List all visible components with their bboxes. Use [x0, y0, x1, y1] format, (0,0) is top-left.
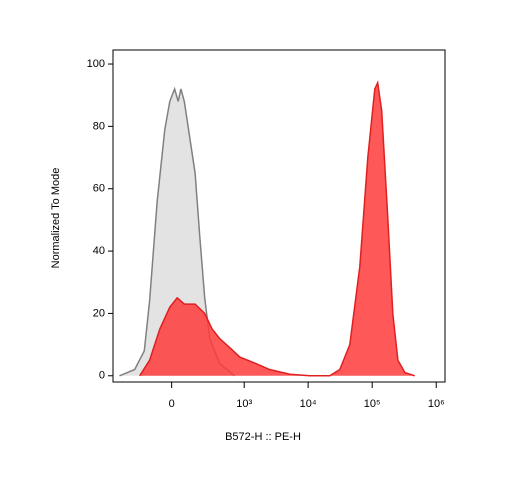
histogram-line — [139, 80, 416, 377]
plot-frame — [112, 49, 446, 383]
histogram-fill — [119, 89, 235, 376]
x-tick-label: 0 — [169, 398, 175, 410]
y-tick-label: 80 — [93, 120, 105, 132]
x-axis-label: B572-H :: PE-H — [225, 431, 301, 443]
y-tick-label: 0 — [99, 370, 105, 382]
y-axis-label: Normalized To Mode — [50, 168, 62, 269]
x-tick-label: 10⁴ — [300, 398, 317, 410]
y-tick-label: 20 — [93, 307, 105, 319]
y-tick-label: 100 — [87, 58, 105, 70]
x-tick-label: 10⁵ — [364, 398, 381, 410]
y-tick-label: 40 — [93, 245, 105, 257]
x-tick-label: 10⁶ — [428, 398, 445, 410]
y-tick-label: 60 — [93, 183, 105, 195]
x-tick-label: 10³ — [236, 398, 252, 410]
histogram-line — [119, 86, 235, 377]
histogram-fill — [139, 82, 415, 376]
